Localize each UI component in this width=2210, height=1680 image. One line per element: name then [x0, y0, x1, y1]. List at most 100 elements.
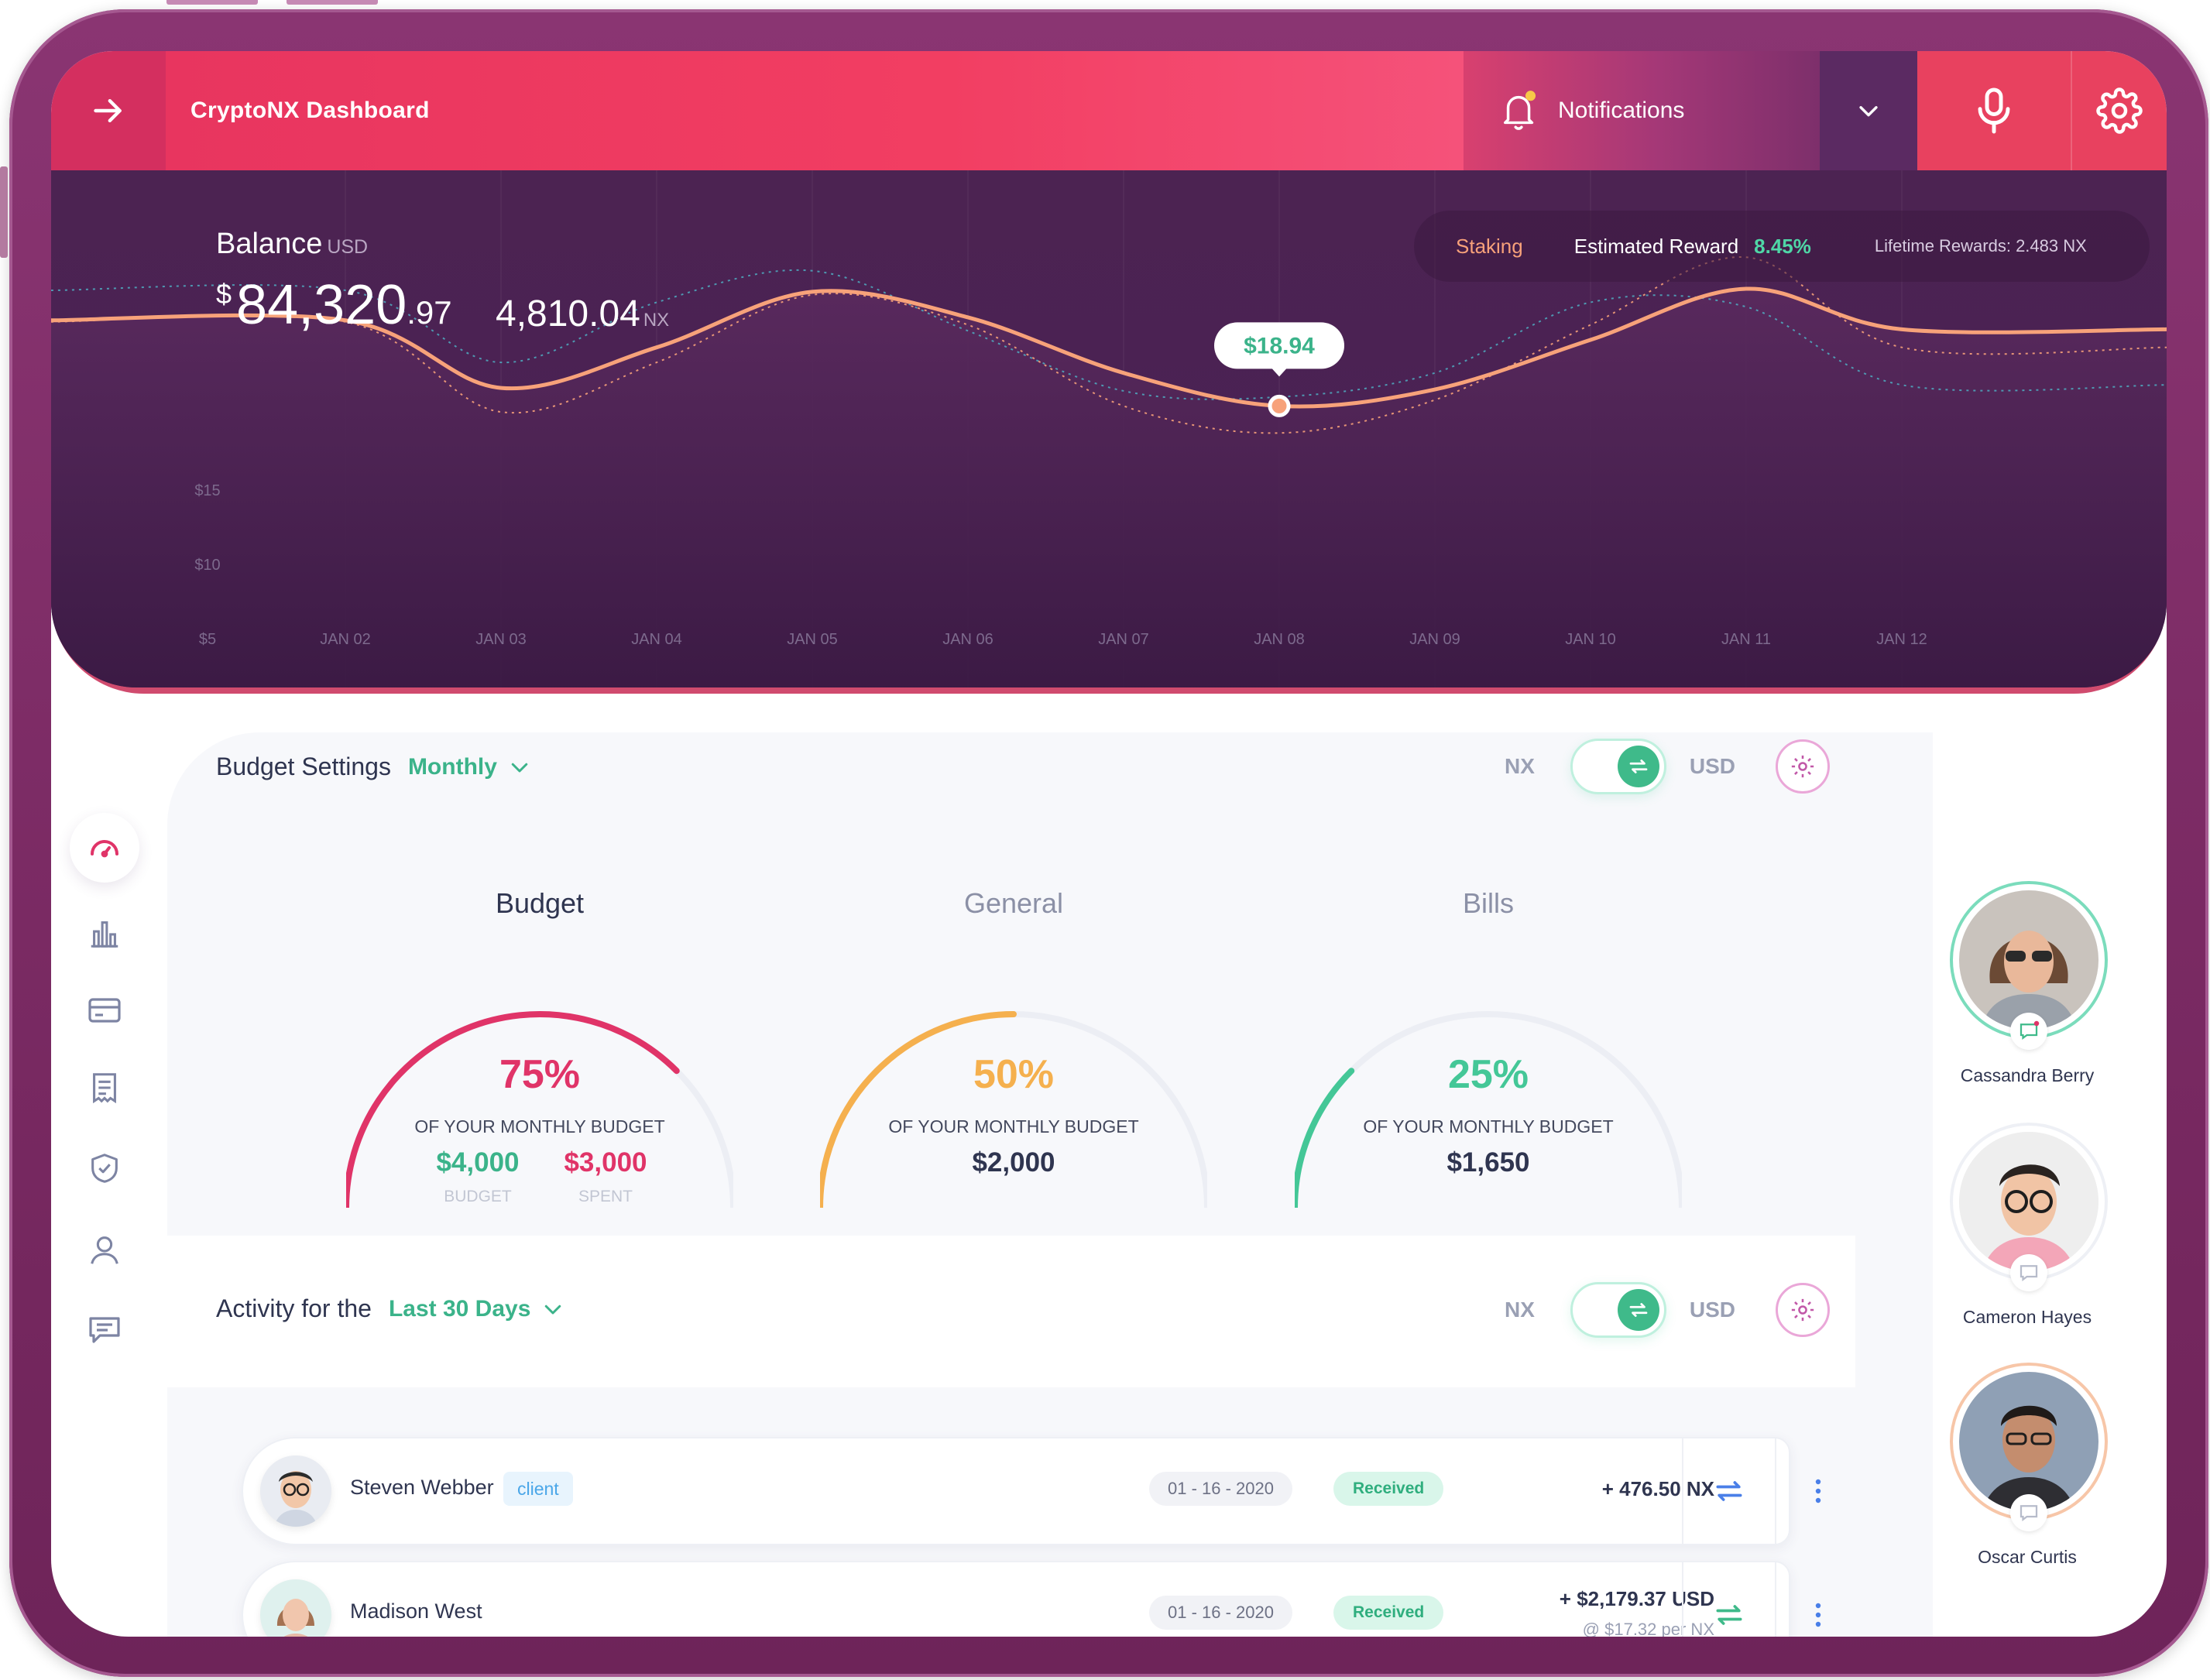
chat-icon-button[interactable] — [2010, 1013, 2047, 1050]
chat-icon-button[interactable] — [2010, 1494, 2047, 1531]
contact-name: Cassandra Berry — [1960, 1065, 2095, 1085]
toggle-label-usd: USD — [1689, 754, 1736, 778]
gear-icon — [2096, 87, 2143, 134]
sidebar-item-messages[interactable] — [70, 1294, 139, 1364]
gauge-percent: 75% — [499, 1052, 581, 1097]
general-gauge-arc — [820, 1010, 1207, 1208]
gauge-percent: 25% — [1447, 1052, 1529, 1097]
transaction-date: 01 - 16 - 2020 — [1149, 1596, 1292, 1630]
estimated-reward-value: 8.45% — [1754, 234, 1811, 258]
settings-button[interactable] — [2072, 51, 2167, 170]
x-tick-label: JAN 06 — [942, 631, 993, 648]
y-tick-label: $10 — [194, 557, 220, 574]
balance-label-text: Balance — [216, 228, 323, 260]
receipt-icon — [93, 1073, 116, 1104]
notifications-dropdown-button[interactable] — [1820, 51, 1917, 170]
transaction-amount: + $2,179.37 USD — [1559, 1587, 1714, 1610]
transfer-button[interactable] — [1682, 1438, 1775, 1544]
gear-icon — [1791, 1298, 1814, 1322]
bar-chart-icon — [91, 921, 118, 948]
arrow-right-icon — [94, 98, 122, 123]
balance-chart-panel: $5 $10 $15 JAN 02 JAN 03 JAN 04 JAN 05 JAN 06 J… — [51, 170, 2167, 687]
credit-card-icon — [88, 998, 121, 1023]
balance-nx: 4,810.04 NX — [496, 293, 669, 335]
currency-switch[interactable] — [1570, 1282, 1666, 1338]
notifications-button[interactable]: Notifications — [1464, 51, 1820, 170]
top-bar: CryptoNX Dashboard Notifications — [51, 51, 2167, 170]
contact-name: Cameron Hayes — [1962, 1307, 2092, 1327]
x-tick-label: JAN 10 — [1565, 631, 1616, 648]
back-button[interactable] — [51, 51, 166, 170]
microphone-button[interactable] — [1917, 51, 2072, 170]
sidebar-item-profile[interactable] — [70, 1215, 139, 1285]
app-screen: CryptoNX Dashboard Notifications — [51, 51, 2167, 1637]
price-tooltip-label: $18.94 — [1244, 333, 1315, 358]
budget-period-select[interactable]: Monthly — [407, 753, 497, 780]
transaction-row[interactable]: Steven Webber client 01 - 16 - 2020 Rece… — [242, 1437, 1821, 1545]
staking-label[interactable]: Staking — [1456, 234, 1523, 258]
transaction-date: 01 - 16 - 2020 — [1149, 1472, 1292, 1506]
more-vertical-icon — [1815, 1479, 1821, 1503]
gauge-title: General — [963, 887, 1064, 919]
title-area: CryptoNX Dashboard — [166, 51, 1464, 170]
x-tick-label: JAN 09 — [1409, 631, 1460, 648]
y-tick-label: $15 — [194, 482, 220, 499]
toggle-label-usd: USD — [1689, 1298, 1736, 1322]
balance-nx-value: 4,810.04 — [496, 293, 640, 334]
activity-period-select[interactable]: Last 30 Days — [388, 1295, 531, 1322]
currency-symbol: $ — [216, 278, 232, 310]
gauge-percent: 50% — [973, 1052, 1055, 1097]
more-options-button[interactable] — [1775, 1438, 1860, 1544]
chevron-down-icon — [1859, 106, 1878, 117]
chat-icon-button[interactable] — [2010, 1254, 2047, 1291]
notifications-label: Notifications — [1558, 98, 1685, 123]
avatar — [1959, 1132, 2098, 1271]
currency-switch[interactable] — [1570, 739, 1666, 794]
person-avatar-icon — [260, 1579, 331, 1637]
status-badge: Received — [1333, 1596, 1444, 1630]
transaction-amount: + 476.50 NX — [1601, 1477, 1714, 1500]
balance-unit: USD — [327, 236, 369, 258]
activity-header: Activity for the Last 30 Days — [216, 1294, 565, 1323]
swap-arrows-icon — [1716, 1605, 1742, 1625]
activity-settings-button[interactable] — [1776, 1283, 1831, 1337]
transaction-rate: @ $17.32 per NX — [1582, 1620, 1714, 1637]
status-badge: Received — [1333, 1472, 1444, 1506]
x-tick-label: JAN 08 — [1254, 631, 1305, 648]
switch-knob — [1617, 1289, 1659, 1331]
gauge-title: Budget — [495, 887, 585, 919]
sidebar-item-analytics[interactable] — [70, 898, 139, 968]
device-top-button — [166, 0, 258, 5]
sidebar-item-dashboard[interactable] — [70, 813, 139, 883]
person-avatar-icon — [1959, 1372, 2098, 1511]
gauge-title: Bills — [1462, 887, 1514, 919]
device-top-button — [287, 0, 378, 5]
budget-settings-button[interactable] — [1776, 739, 1831, 794]
sidebar-item-cards[interactable] — [70, 975, 139, 1045]
y-tick-label: $5 — [199, 631, 216, 648]
general-gauge: General 50% OF YOUR MONTHLY BUDGET $2,00… — [820, 887, 1207, 1228]
budget-currency-toggle: NX USD — [1505, 739, 1831, 794]
x-tick-label: JAN 04 — [631, 631, 682, 648]
chat-icon — [2020, 1265, 2038, 1281]
swap-arrows-icon — [1716, 1481, 1742, 1501]
contact-ring — [1950, 881, 2108, 1039]
chevron-down-icon[interactable] — [541, 1298, 565, 1321]
gauge-subtitle: OF YOUR MONTHLY BUDGET — [414, 1116, 665, 1137]
sidebar-item-security[interactable] — [70, 1133, 139, 1203]
transfer-button[interactable] — [1682, 1562, 1775, 1637]
budget-settings-title: Budget Settings — [216, 753, 391, 780]
price-tooltip-tail — [1271, 368, 1287, 377]
transaction-row[interactable]: Madison West 01 - 16 - 2020 Received + $… — [242, 1561, 1821, 1637]
avatar — [260, 1579, 331, 1637]
gauge-amount: $2,000 — [972, 1147, 1055, 1178]
avatar — [1959, 1372, 2098, 1511]
speedometer-icon — [91, 840, 118, 858]
more-options-button[interactable] — [1775, 1562, 1860, 1637]
budget-gauge: Budget 75% OF YOUR MONTHLY BUDGET $4,000… — [346, 887, 733, 1228]
transaction-name: Steven Webber — [350, 1476, 494, 1499]
sidebar-item-transactions[interactable] — [70, 1053, 139, 1123]
transaction-name: Madison West — [350, 1599, 482, 1623]
chevron-down-icon[interactable] — [508, 756, 531, 779]
x-tick-label: JAN 03 — [475, 631, 527, 648]
